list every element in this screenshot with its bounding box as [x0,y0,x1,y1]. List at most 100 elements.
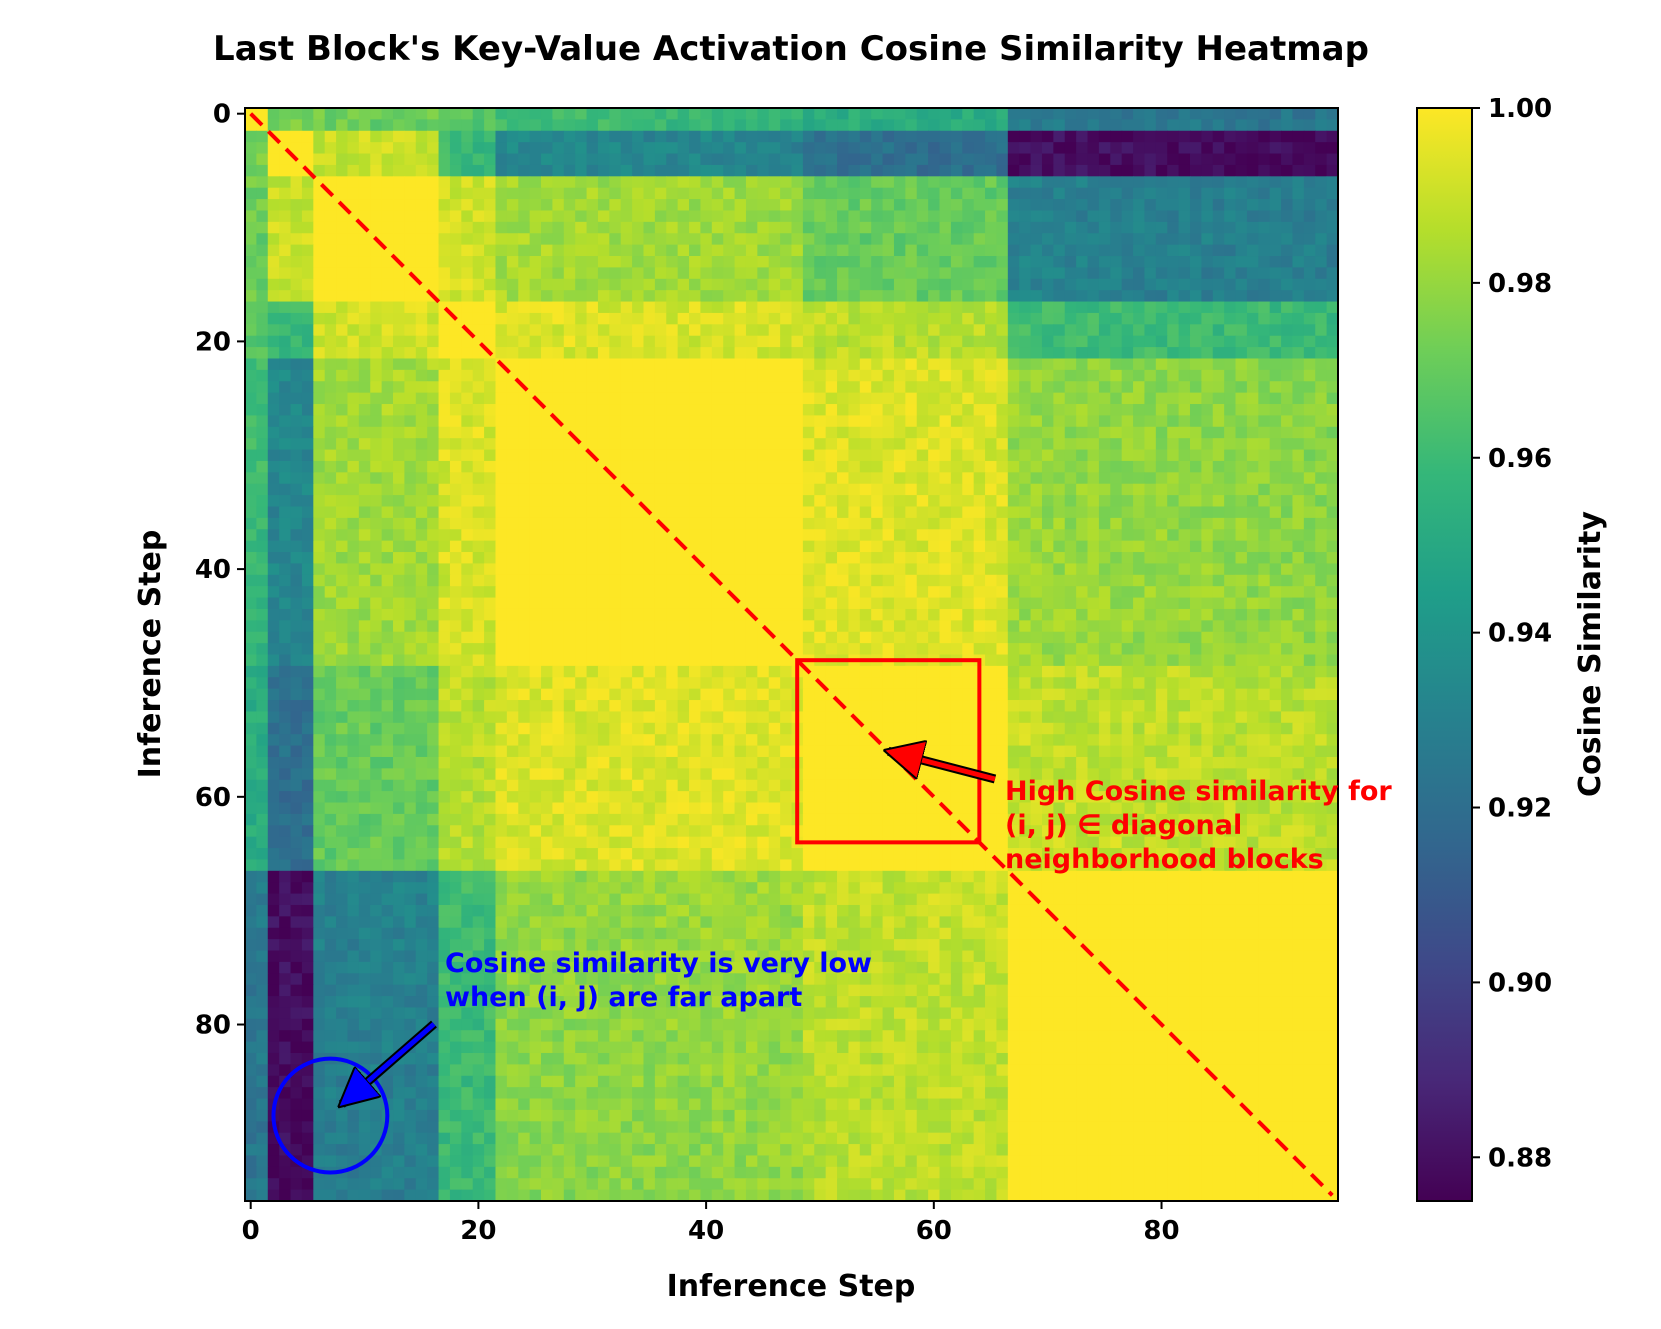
heatmap-cell [506,256,519,268]
heatmap-cell [654,586,667,599]
heatmap-cell [666,574,679,587]
heatmap-cell [484,210,497,223]
heatmap-cell [791,267,804,280]
heatmap-cell [427,586,440,599]
heatmap-cell [916,164,929,177]
heatmap-cell [1326,563,1338,576]
heatmap-cell [484,563,497,576]
heatmap-cell [358,438,371,451]
heatmap-cell [1258,426,1271,439]
heatmap-cell [802,506,815,519]
heatmap-cell [1178,608,1191,621]
heatmap-cell [529,620,542,633]
heatmap-cell [666,324,679,337]
heatmap-cell [848,210,861,223]
heatmap-cell [723,415,736,428]
heatmap-cell [791,221,804,234]
heatmap-cell [586,574,599,587]
heatmap-cell [597,597,610,610]
heatmap-cell [654,267,667,280]
heatmap-cell [1269,199,1282,212]
heatmap-cell [1224,164,1237,177]
heatmap-cell [1326,301,1338,314]
heatmap-cell [597,620,610,633]
heatmap-cell [871,404,884,417]
heatmap-cell [666,301,679,314]
heatmap-cell [552,392,565,405]
heatmap-cell [780,267,793,280]
heatmap-cell [245,347,257,360]
heatmap-cell [666,199,679,212]
heatmap-cell [950,517,963,530]
heatmap-cell [438,347,451,360]
heatmap-cell [711,438,724,451]
heatmap-cell [689,369,702,382]
heatmap-cell [1235,688,1248,701]
heatmap-cell [506,369,519,382]
heatmap-cell [1303,483,1316,496]
heatmap-cell [575,267,588,280]
heatmap-cell [620,221,633,234]
heatmap-cell [1076,347,1089,360]
heatmap-cell [597,688,610,701]
heatmap-cell [905,381,918,394]
heatmap-cell [541,449,554,462]
heatmap-cell [381,392,394,405]
heatmap-cell [1167,404,1180,417]
heatmap-cell [1292,119,1305,132]
heatmap-cell [1019,119,1032,132]
heatmap-cell [689,290,702,303]
heatmap-cell [1178,108,1191,120]
heatmap-cell [632,620,645,633]
heatmap-cell [1087,301,1100,314]
heatmap-cell [267,495,280,508]
heatmap-cell [267,221,280,234]
heatmap-cell [301,665,314,678]
heatmap-cell [1235,199,1248,212]
heatmap-cell [495,267,508,280]
heatmap-cell [723,506,736,519]
heatmap-cell [1201,506,1214,519]
heatmap-cell [381,643,394,656]
heatmap-cell [358,335,371,348]
heatmap-cell [518,210,531,223]
heatmap-cell [1258,688,1271,701]
heatmap-cell [1064,552,1077,565]
heatmap-cell [301,563,314,576]
heatmap-cell [871,210,884,223]
heatmap-cell [1303,677,1316,690]
heatmap-cell [370,199,383,212]
heatmap-cell [1041,256,1054,268]
heatmap-cell [1030,654,1043,667]
heatmap-cell [1053,665,1066,678]
heatmap-cell [290,460,303,473]
heatmap-cell [1030,643,1043,656]
heatmap-cell [370,631,383,644]
heatmap-cell [723,529,736,542]
heatmap-cell [1155,142,1168,155]
heatmap-cell [381,631,394,644]
heatmap-cell [609,665,622,678]
heatmap-cell [973,233,986,246]
heatmap-cell [1007,483,1020,496]
heatmap-cell [1167,620,1180,633]
heatmap-cell [1053,244,1066,257]
heatmap-cell [643,176,656,189]
heatmap-cell [563,392,576,405]
heatmap-cell [1007,506,1020,519]
heatmap-cell [985,176,998,189]
heatmap-cell [1041,267,1054,280]
heatmap-cell [1030,301,1043,314]
heatmap-cell [495,426,508,439]
heatmap-cell [939,233,952,246]
heatmap-cell [700,256,713,268]
heatmap-cell [472,665,485,678]
heatmap-cell [677,654,690,667]
heatmap-cell [620,108,633,120]
heatmap-cell [632,438,645,451]
heatmap-cell [347,597,360,610]
heatmap-cell [472,460,485,473]
heatmap-cell [415,597,428,610]
heatmap-cell [677,290,690,303]
heatmap-cell [1007,278,1020,291]
